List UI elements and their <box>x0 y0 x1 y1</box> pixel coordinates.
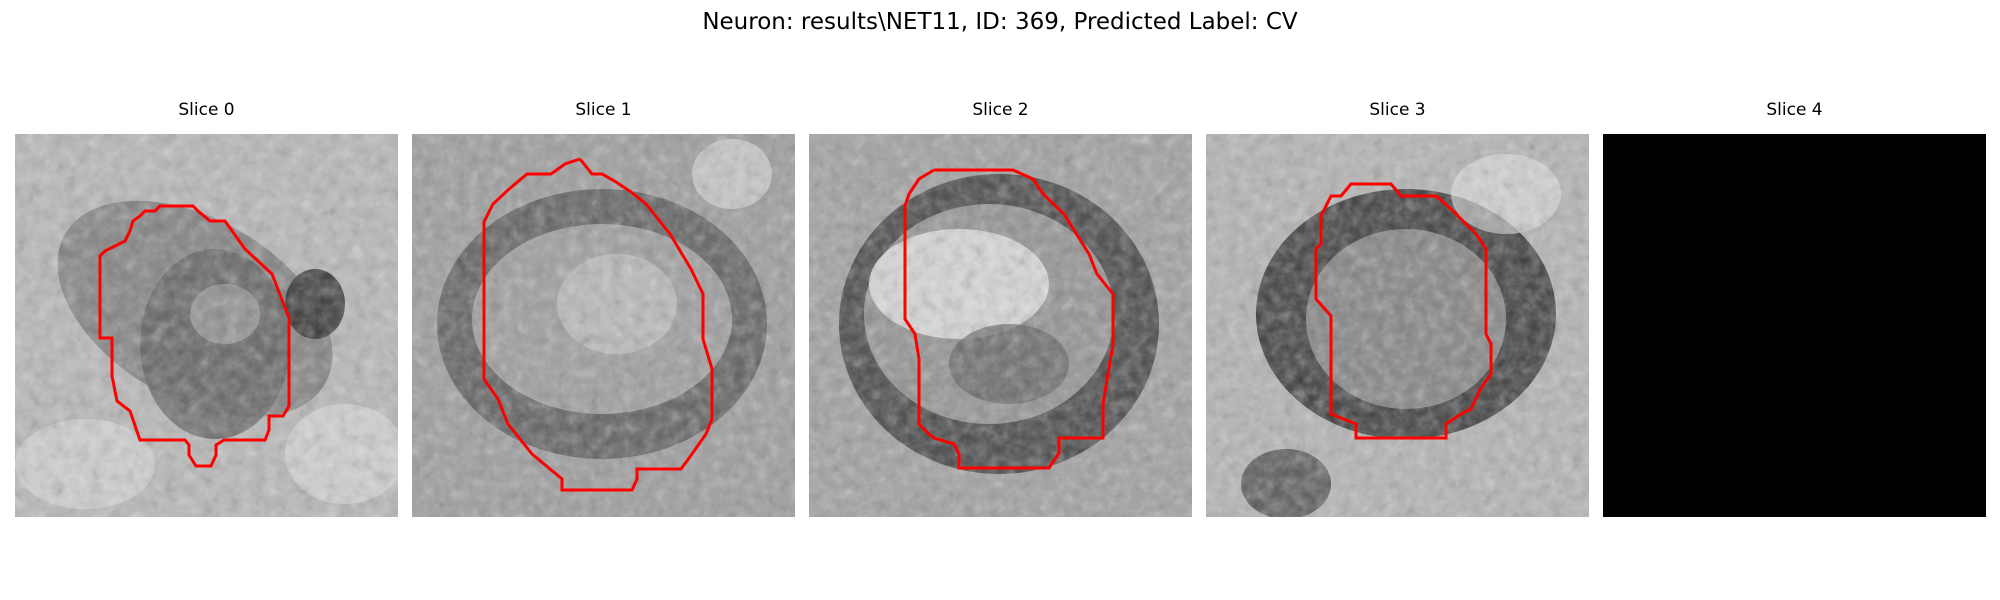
slice-1-image <box>412 134 795 517</box>
slice-panel-2: Slice 2 <box>809 100 1192 517</box>
figure-title: Neuron: results\NET11, ID: 369, Predicte… <box>702 9 1298 35</box>
slice-title-2: Slice 2 <box>972 100 1029 120</box>
slice-title-1: Slice 1 <box>575 100 632 120</box>
slice-0-image <box>15 134 398 517</box>
slice-panel-1: Slice 1 <box>412 100 795 517</box>
slice-panel-4: Slice 4 <box>1603 100 1986 517</box>
slice-4-image <box>1603 134 1986 517</box>
slice-3-image <box>1206 134 1589 517</box>
slice-2-image <box>809 134 1192 517</box>
slice-title-0: Slice 0 <box>178 100 235 120</box>
slice-panel-0: Slice 0 <box>15 100 398 517</box>
slice-title-3: Slice 3 <box>1369 100 1426 120</box>
slice-panel-3: Slice 3 <box>1206 100 1589 517</box>
slice-title-4: Slice 4 <box>1766 100 1823 120</box>
